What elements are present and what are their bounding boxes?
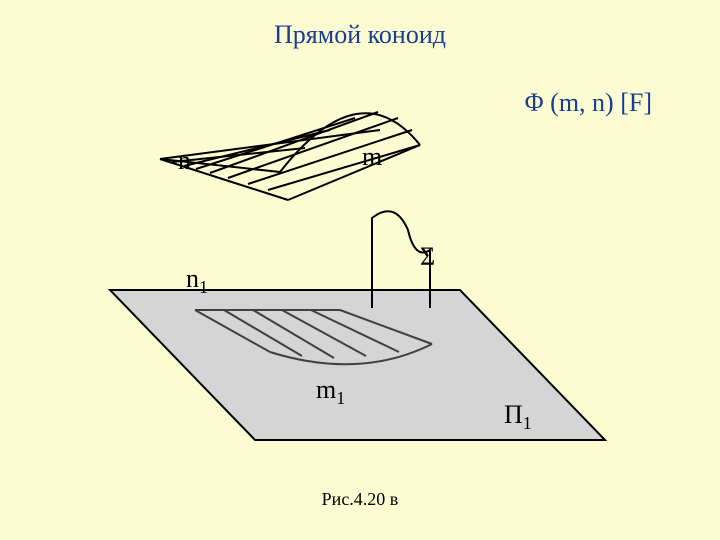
- label-pi-base: П: [504, 400, 523, 429]
- ruling: [210, 112, 378, 173]
- ruling: [248, 130, 412, 184]
- label-m: m: [362, 142, 382, 172]
- label-sigma: Σ: [420, 242, 435, 272]
- ruling: [288, 145, 420, 200]
- label-m1-base: m: [316, 375, 336, 404]
- label-pi-sub: 1: [523, 413, 532, 433]
- geometric-diagram: [0, 0, 720, 540]
- label-pi1: П1: [504, 400, 532, 434]
- label-n1: n1: [186, 264, 208, 298]
- label-n1-sub: 1: [199, 277, 208, 297]
- label-n: n: [178, 146, 191, 176]
- label-n1-base: n: [186, 264, 199, 293]
- label-m1-sub: 1: [336, 388, 345, 408]
- figure-caption: Рис.4.20 в: [0, 489, 720, 510]
- label-m1: m1: [316, 375, 345, 409]
- ruling: [184, 130, 330, 166]
